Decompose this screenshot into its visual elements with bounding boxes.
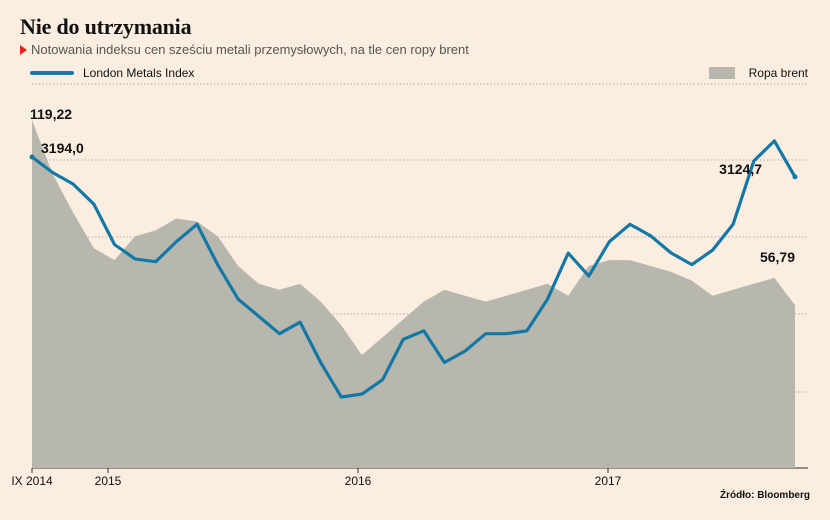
triangle-bullet-icon xyxy=(20,44,27,55)
lmi-end-label: 3124,7 xyxy=(719,161,762,177)
legend-brent-label: Ropa brent xyxy=(748,66,808,80)
x-tick-label: 2016 xyxy=(345,474,372,488)
lmi-point xyxy=(792,174,798,180)
chart-title: Nie do utrzymania xyxy=(20,14,192,39)
legend-lmi: London Metals Index xyxy=(30,66,194,80)
chart-subtitle: Notowania indeksu cen sześciu metali prz… xyxy=(20,42,469,57)
chart-subtitle-text: Notowania indeksu cen sześciu metali prz… xyxy=(31,42,469,57)
x-tick-label: 2015 xyxy=(95,474,122,488)
lmi-start-label: 3194,0 xyxy=(41,140,84,156)
brent-end-label: 56,79 xyxy=(760,249,795,265)
brent-start-label: 119,22 xyxy=(30,106,72,122)
legend-lmi-label: London Metals Index xyxy=(83,66,195,80)
x-tick-label: IX 2014 xyxy=(11,474,53,488)
legend-brent: Ropa brent xyxy=(708,66,808,80)
x-tick-label: 2017 xyxy=(595,474,622,488)
brent-area xyxy=(32,120,795,468)
legend-lmi-swatch xyxy=(30,71,74,75)
lmi-line xyxy=(30,139,797,399)
source-note: Źródło: Bloomberg xyxy=(720,490,810,501)
lmi-point xyxy=(29,154,35,160)
legend-brent-swatch xyxy=(708,67,735,79)
